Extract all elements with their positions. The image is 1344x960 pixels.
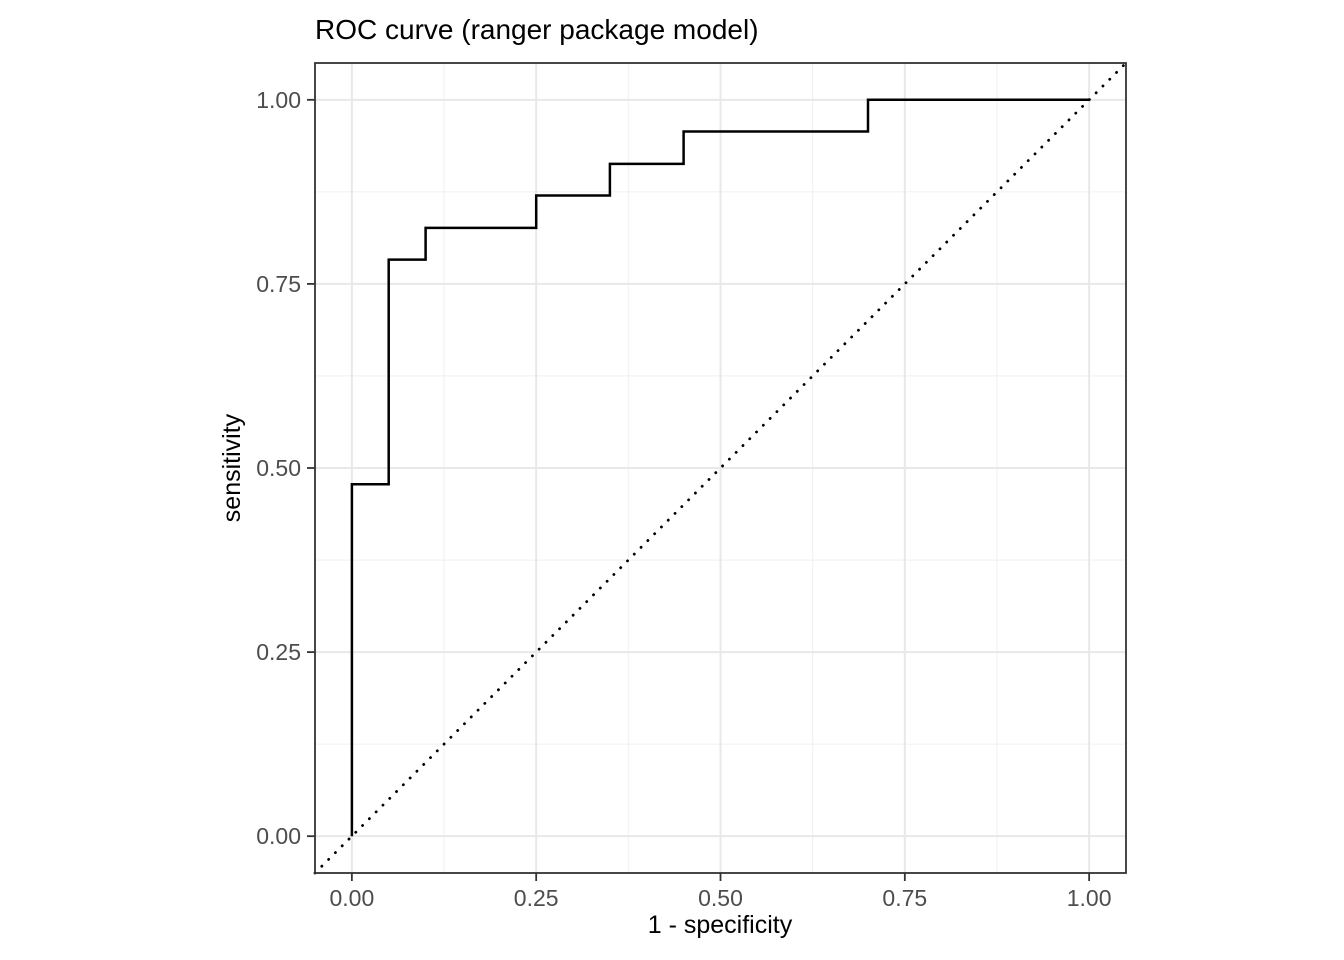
x-tick-label: 0.50 <box>698 885 743 911</box>
y-tick-label: 0.25 <box>256 639 301 665</box>
roc-curve-path <box>350 98 1090 837</box>
reference-diagonal-path <box>313 61 1128 875</box>
y-tick-label: 1.00 <box>256 87 301 113</box>
y-tick-label: 0.75 <box>256 271 301 297</box>
x-tick-label: 0.25 <box>514 885 559 911</box>
y-tick-label: 0.50 <box>256 455 301 481</box>
x-axis-title: 1 - specificity <box>648 911 793 939</box>
x-tick-label: 1.00 <box>1067 885 1112 911</box>
plot-panel: 0.00 0.25 0.50 0.75 1.00 0.00 0.25 0.50 0.75 1.00 <box>256 61 1128 911</box>
x-tick-label: 0.75 <box>882 885 927 911</box>
chart-title: ROC curve (ranger package model) <box>315 14 759 45</box>
y-axis-title: sensitivity <box>218 413 246 522</box>
y-tick-label: 0.00 <box>256 823 301 849</box>
x-tick-label: 0.00 <box>329 885 374 911</box>
